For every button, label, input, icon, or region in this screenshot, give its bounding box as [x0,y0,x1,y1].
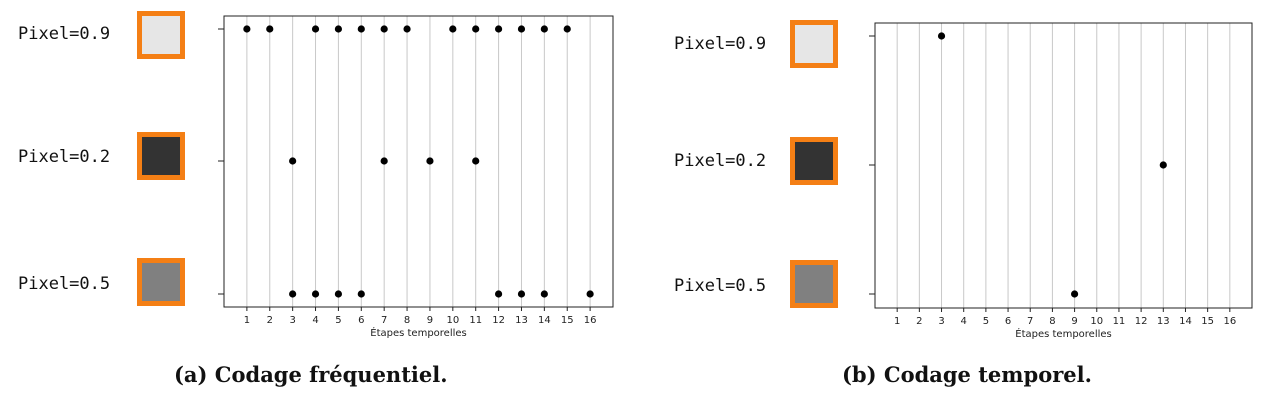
x-tick-label: 7 [381,315,387,326]
spike-point [540,290,548,298]
spike-point [586,290,594,298]
spike-point [289,290,297,298]
x-tick-label: 4 [312,315,318,326]
x-tick-label: 7 [1027,316,1033,327]
spike-point [472,25,480,33]
plot-frame [223,15,614,308]
spike-point [334,290,343,298]
pixel-label-0-2: Pixel=0.2 [674,151,767,171]
spike-point [517,25,526,33]
spike-point [1159,161,1167,169]
x-tick-label: 1 [244,315,250,326]
x-tick-label: 13 [1157,316,1170,327]
pixel-swatch-0-5 [790,260,838,308]
x-tick-label: 3 [289,315,295,326]
spike-point [937,32,946,40]
x-tick-label: 5 [983,316,989,327]
x-tick-label: 11 [469,315,482,326]
caption-a: (a) Codage fréquentiel. [174,362,448,387]
spike-point [311,290,320,298]
spike-point [403,25,411,33]
pixel-label-0-5: Pixel=0.5 [674,276,767,296]
x-tick-label: 8 [1049,316,1055,327]
x-tick-label: 14 [1179,316,1192,327]
spike-point [517,290,526,298]
x-tick-label: 14 [538,315,551,326]
spike-point [449,25,457,33]
pixel-label-0-2: Pixel=0.2 [18,147,111,167]
x-tick-label: 12 [492,315,505,326]
spike-point [357,290,365,298]
spike-point [1070,290,1079,298]
x-tick-label: 12 [1135,316,1148,327]
pixel-label-0-9: Pixel=0.9 [674,34,767,54]
x-axis-title: Étapes temporelles [370,326,467,339]
x-tick-label: 1 [894,316,900,327]
spike-point [311,25,320,33]
spike-point [563,25,571,33]
pixel-swatch-0-2 [137,132,185,180]
caption-b: (b) Codage temporel. [842,362,1092,387]
x-tick-label: 9 [427,315,433,326]
pixel-label-0-5: Pixel=0.5 [18,274,111,294]
spike-point [334,25,343,33]
x-tick-label: 15 [1201,316,1214,327]
x-tick-label: 10 [1090,316,1103,327]
x-tick-label: 2 [916,316,922,327]
x-tick-label: 2 [267,315,273,326]
x-tick-label: 6 [1005,316,1011,327]
x-tick-label: 13 [515,315,528,326]
pixel-swatch-0-5 [137,258,185,306]
spike-point [380,25,388,33]
spike-point [426,157,434,165]
spike-point [289,157,297,165]
spike-point [472,157,480,165]
x-tick-label: 4 [961,316,967,327]
x-tick-label: 6 [358,315,364,326]
x-tick-label: 5 [335,315,341,326]
pixel-swatch-0-9 [790,20,838,68]
x-tick-label: 8 [404,315,410,326]
pixel-swatch-0-9 [137,11,185,59]
spike-point [494,290,503,298]
x-tick-label: 10 [446,315,459,326]
spike-point [380,157,388,165]
spike-point [266,25,274,33]
spike-point [357,25,365,33]
spike-point [494,25,503,33]
x-tick-label: 15 [561,315,574,326]
x-tick-label: 16 [584,315,597,326]
x-tick-label: 16 [1223,316,1236,327]
spike-point [540,25,548,33]
x-tick-label: 9 [1071,316,1077,327]
spike-point [243,25,251,33]
pixel-label-0-9: Pixel=0.9 [18,24,111,44]
plot-frame [874,22,1253,309]
x-tick-label: 3 [938,316,944,327]
pixel-swatch-0-2 [790,137,838,185]
x-tick-label: 11 [1113,316,1126,327]
x-axis-title: Étapes temporelles [1015,327,1112,340]
